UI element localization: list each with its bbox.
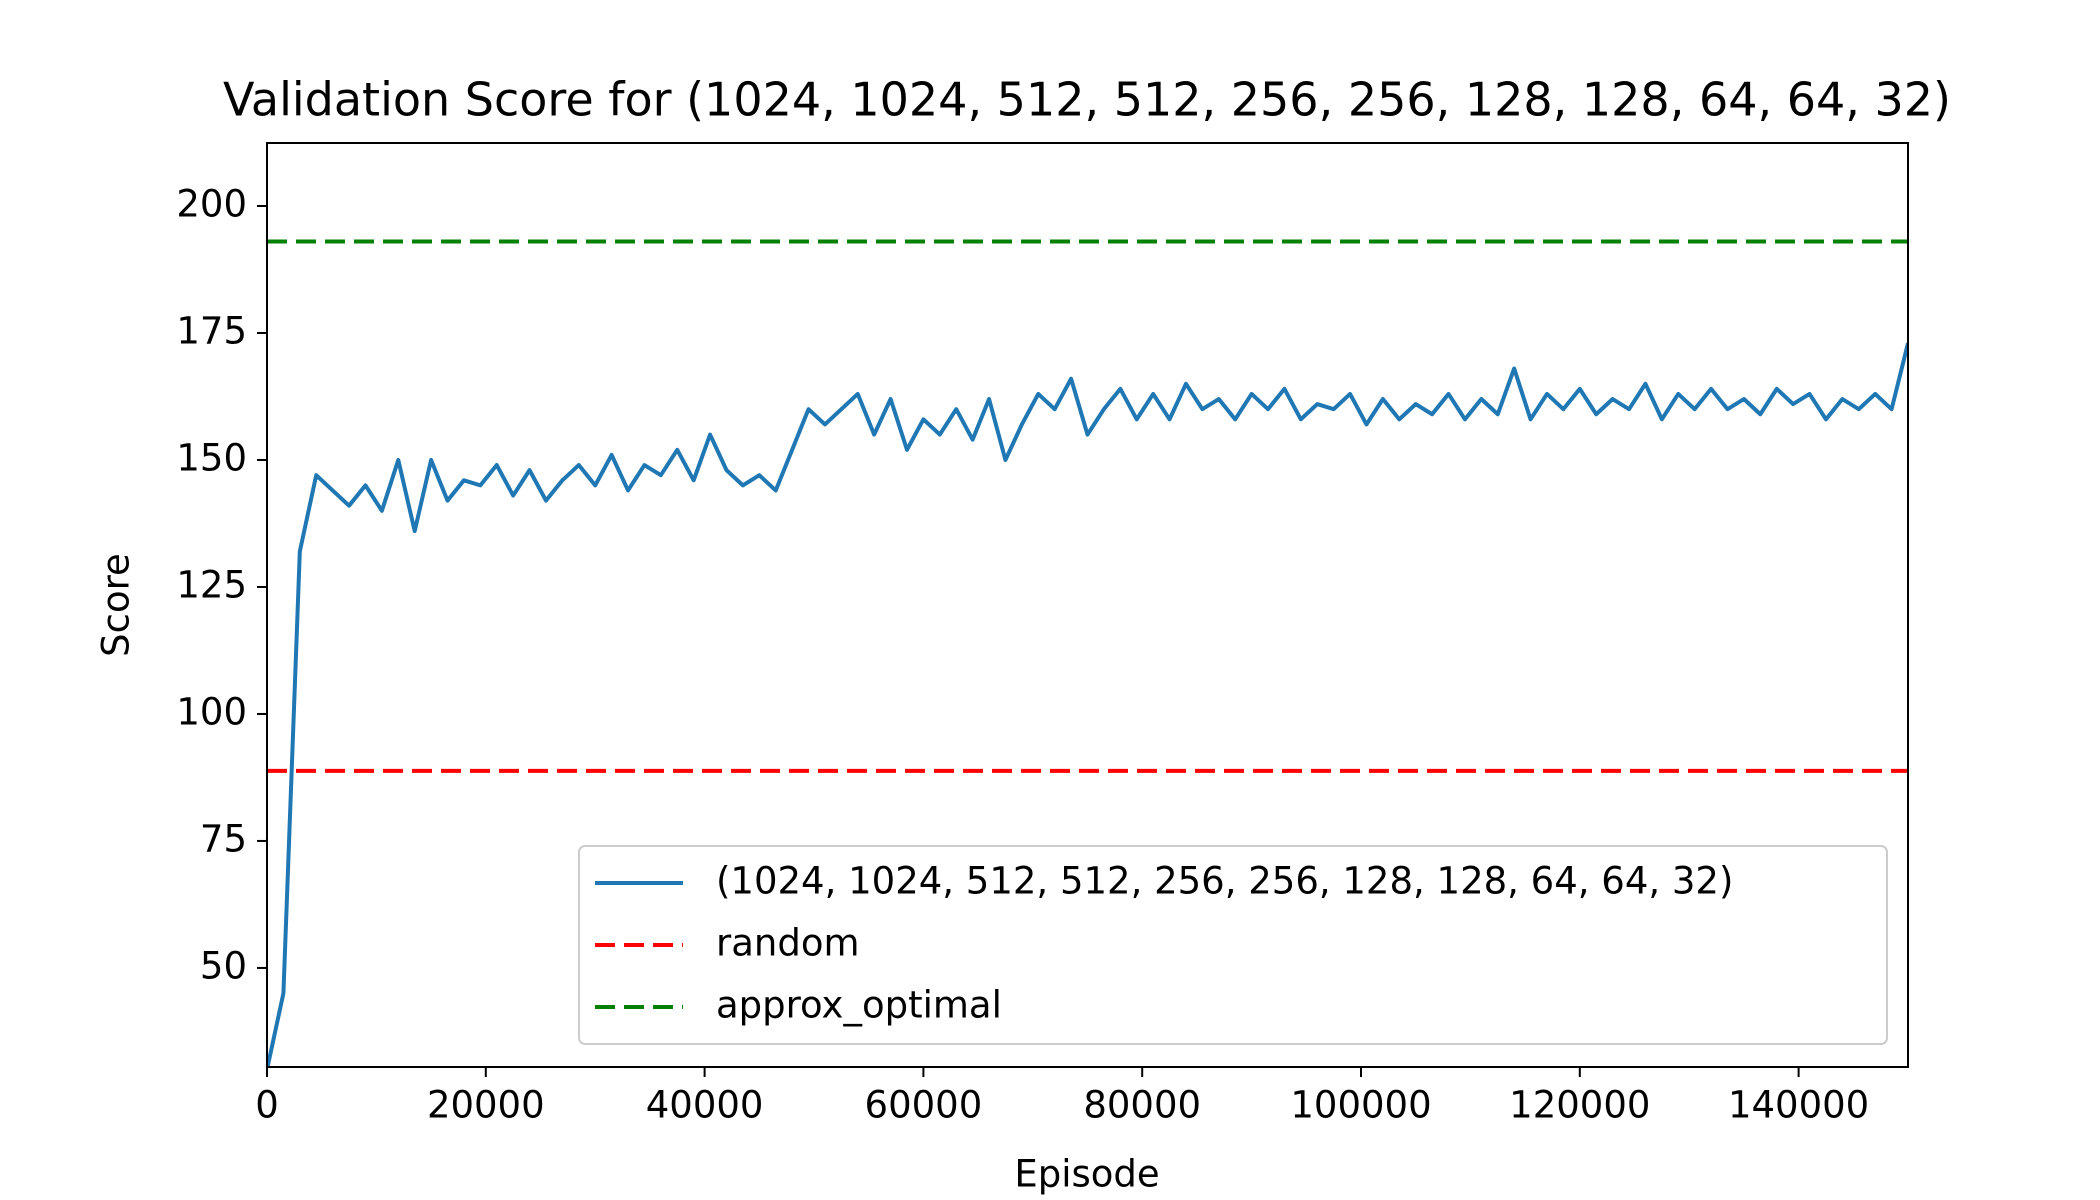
x-tick-label: 80000	[1083, 1084, 1201, 1127]
y-tick-label: 200	[176, 182, 247, 225]
x-tick-label: 20000	[427, 1084, 545, 1127]
y-tick-label: 100	[176, 690, 247, 733]
x-axis-label: Episode	[1014, 1153, 1159, 1196]
x-tick-label: 60000	[865, 1084, 983, 1127]
legend-label: (1024, 1024, 512, 512, 256, 256, 128, 12…	[716, 860, 1733, 903]
y-tick-label: 75	[200, 817, 247, 860]
legend-label: approx_optimal	[716, 984, 1002, 1027]
x-tick-label: 120000	[1509, 1084, 1650, 1127]
data-line	[267, 342, 1908, 1067]
x-tick-label: 0	[255, 1084, 279, 1127]
x-tick-label: 100000	[1290, 1084, 1431, 1127]
legend-box	[578, 845, 1888, 1045]
y-tick-label: 150	[176, 436, 247, 479]
y-tick-label: 175	[176, 309, 247, 352]
legend-label: random	[716, 922, 860, 965]
plot-frame	[266, 142, 1909, 1068]
x-tick-label: 140000	[1728, 1084, 1869, 1127]
y-tick-label: 125	[176, 563, 247, 606]
y-tick-label: 50	[200, 944, 247, 987]
y-axis-label: Score	[95, 553, 138, 657]
x-tick-label: 40000	[646, 1084, 764, 1127]
chart-title: Validation Score for (1024, 1024, 512, 5…	[223, 73, 1951, 127]
